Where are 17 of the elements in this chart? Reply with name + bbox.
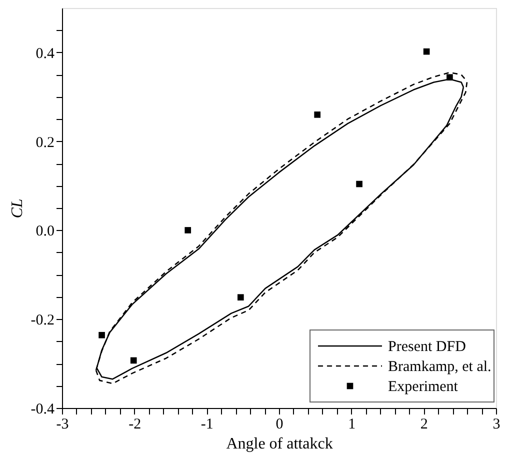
y-axis-title: CL (8, 198, 26, 218)
x-tick-label: -1 (200, 416, 214, 432)
x-tick-label: 3 (492, 416, 500, 432)
y-tick-label: 0.0 (36, 224, 54, 240)
x-tick-label: -3 (56, 416, 69, 432)
legend-label: Experiment (388, 379, 459, 395)
y-tick-label: 0.4 (36, 46, 55, 62)
x-tick-label: 1 (348, 416, 356, 432)
y-tick-label: -0.4 (30, 402, 55, 418)
legend-label: Present DFD (388, 339, 466, 355)
x-axis-title: Angle of attakck (226, 436, 333, 452)
legend-label: Bramkamp, et al. (388, 359, 492, 375)
x-tick-label: -2 (128, 416, 142, 432)
y-tick-label: 0.2 (36, 134, 54, 151)
x-tick-label: 2 (420, 416, 428, 432)
y-tick-label: -0.2 (30, 312, 54, 329)
x-tick-label: 0 (276, 416, 284, 432)
